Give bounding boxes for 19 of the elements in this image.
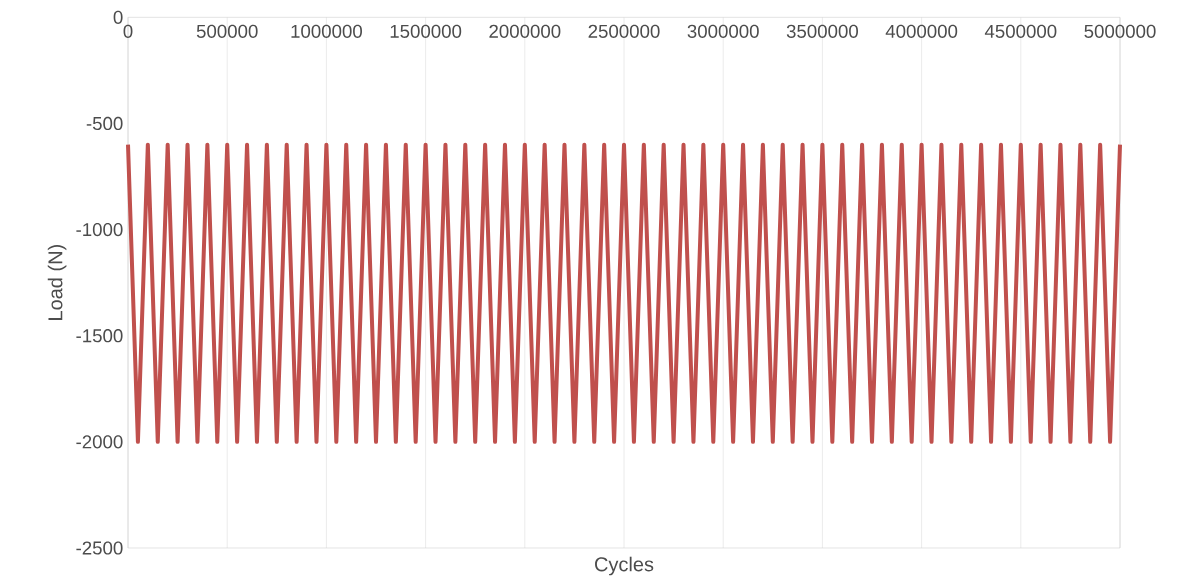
x-tick-label: 3000000 xyxy=(687,24,759,38)
x-tick-label: 2000000 xyxy=(489,24,561,38)
x-tick-label: 500000 xyxy=(196,24,258,38)
y-tick-label: -2000 xyxy=(76,435,123,449)
y-tick-label: -500 xyxy=(86,116,123,131)
x-tick-label: 3500000 xyxy=(786,24,858,38)
x-tick-label: 5000000 xyxy=(1084,24,1156,38)
y-tick-label: -1000 xyxy=(76,222,123,237)
x-tick-label: 4000000 xyxy=(885,24,958,38)
y-axis-title: Load (N) xyxy=(47,245,67,320)
x-tick-label: 0 xyxy=(123,24,133,38)
x-tick-label: 2500000 xyxy=(588,24,660,38)
y-tick-label: 0 xyxy=(113,10,123,24)
x-tick-label: 4500000 xyxy=(984,24,1057,38)
y-tick-label: -2500 xyxy=(76,541,123,555)
x-tick-label: 1000000 xyxy=(291,24,362,38)
x-tick-label: 1500000 xyxy=(390,24,462,38)
y-tick-label: -1500 xyxy=(76,329,123,343)
x-axis-title: Cycles xyxy=(595,556,654,576)
